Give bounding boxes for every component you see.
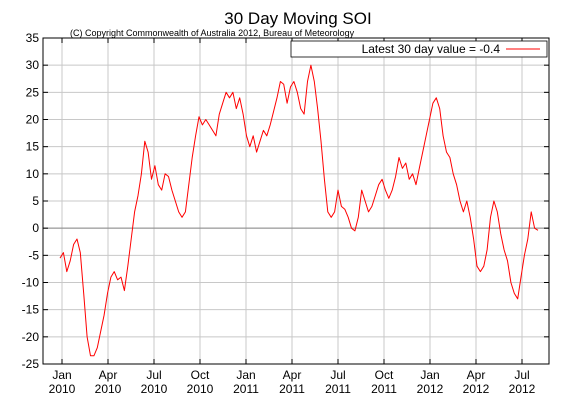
axis-ticks: 35302520151050-5-10-15-20-25Jan2010Apr20… [22,31,549,396]
x-tick-label-year: 2012 [509,382,536,396]
x-tick-label-month: Oct [191,368,210,382]
x-tick-label-month: Oct [375,368,394,382]
x-tick-label-month: Jul [514,368,529,382]
legend: Latest 30 day value = -0.4 [290,40,548,58]
x-tick-label-month: Apr [283,368,302,382]
y-tick-label: -10 [22,276,40,290]
x-tick-label-month: Apr [99,368,118,382]
x-tick-label-month: Jan [420,368,439,382]
x-tick-label-year: 2011 [371,382,397,396]
x-tick-label-month: Jan [52,368,71,382]
x-tick-label-year: 2010 [141,382,168,396]
x-tick-label-year: 2010 [187,382,214,396]
copyright-notice: (C) Copyright Commonwealth of Australia … [70,28,355,38]
legend-box [290,40,548,58]
x-tick-label-year: 2010 [95,382,122,396]
series-layer [59,64,539,357]
soi-series-line [59,64,539,357]
x-tick-label-year: 2011 [279,382,305,396]
gridlines [43,38,549,364]
legend-label: Latest 30 day value = -0.4 [362,42,501,56]
y-tick-label: 0 [32,221,39,235]
x-tick-label-month: Jul [330,368,345,382]
y-tick-label: -25 [22,357,40,371]
x-tick-label-year: 2012 [463,382,490,396]
x-tick-label-month: Apr [467,368,486,382]
y-tick-label: -5 [28,248,39,262]
y-tick-label: 5 [32,194,39,208]
x-tick-label-year: 2011 [233,382,259,396]
y-tick-label: 20 [26,113,40,127]
y-tick-label: 35 [26,31,40,45]
x-tick-label-month: Jan [236,368,255,382]
y-tick-label: 30 [26,58,40,72]
x-tick-label-year: 2010 [49,382,76,396]
y-tick-label: -15 [22,303,40,317]
chart-title: 30 Day Moving SOI [224,9,371,28]
x-tick-label-year: 2012 [417,382,444,396]
y-tick-label: 15 [26,140,40,154]
x-tick-label-year: 2011 [325,382,351,396]
y-tick-label: 10 [26,167,40,181]
x-tick-label-month: Jul [146,368,161,382]
y-tick-label: 25 [26,85,40,99]
y-tick-label: -20 [22,330,40,344]
